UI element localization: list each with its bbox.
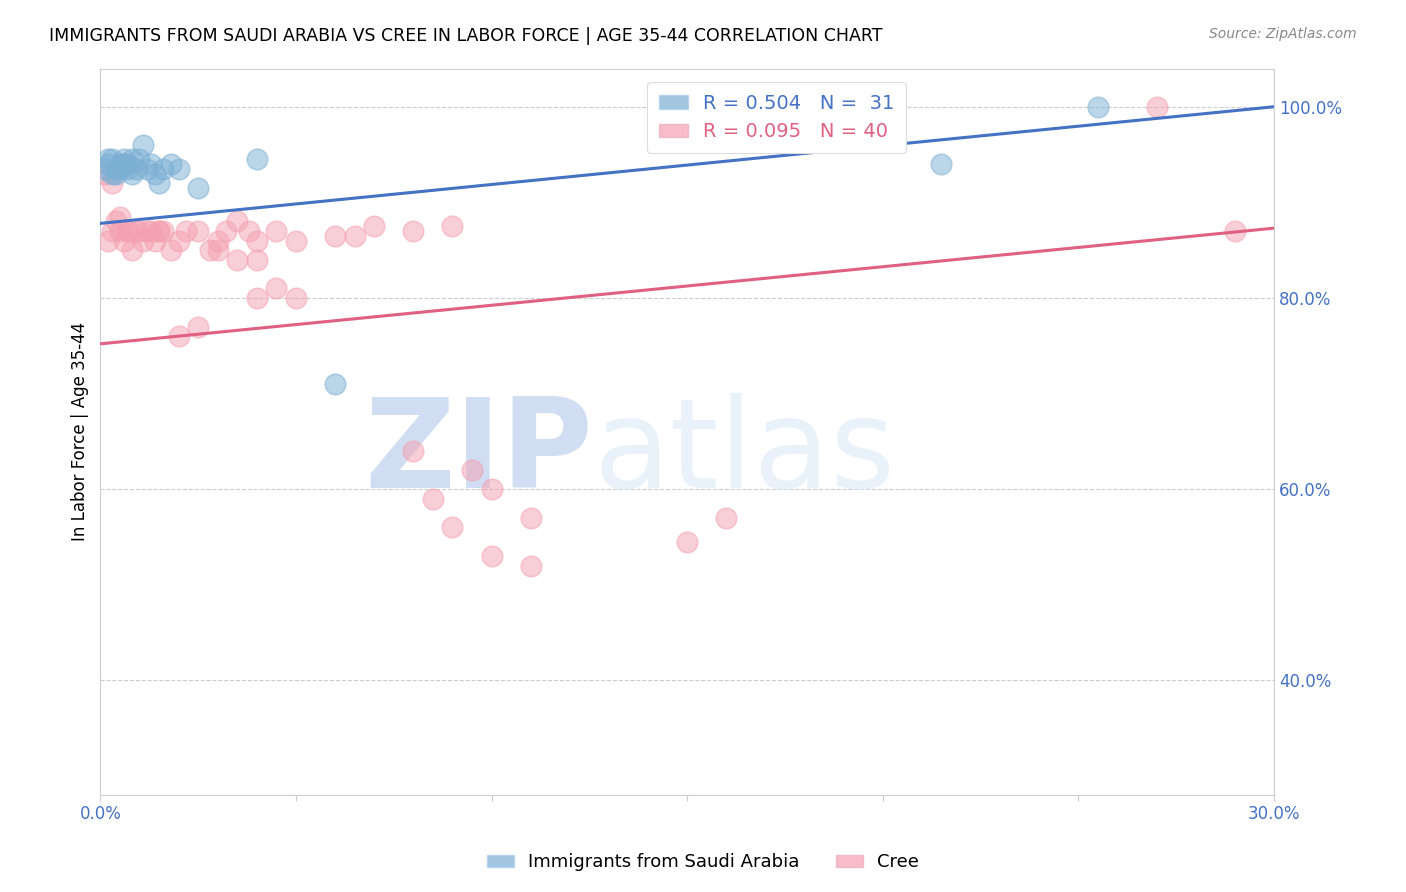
Point (323, 228, 346, 243)
Point (246, 153, 269, 167)
Point (198, 243, 221, 257)
Point (226, 214, 249, 228)
Point (101, 167, 124, 181)
Point (343, 228, 366, 243)
Point (402, 444, 425, 458)
Point (108, 210, 131, 224)
Point (176, 224, 198, 238)
Point (117, 161, 139, 176)
Point (931, 157, 953, 171)
Point (108, 224, 131, 238)
Point (422, 491, 444, 506)
Point (167, 161, 190, 176)
Legend: Immigrants from Saudi Arabia, Cree: Immigrants from Saudi Arabia, Cree (479, 847, 927, 879)
Point (441, 219, 464, 234)
Point (112, 153, 135, 167)
Point (266, 224, 288, 238)
Point (214, 224, 236, 238)
Point (141, 224, 163, 238)
Point (105, 161, 128, 176)
Point (136, 161, 159, 176)
Point (187, 181, 209, 195)
Point (246, 234, 269, 248)
Point (1087, 100, 1109, 114)
Point (187, 224, 209, 238)
Point (124, 224, 146, 238)
Text: IMMIGRANTS FROM SAUDI ARABIA VS CREE IN LABOR FORCE | AGE 35-44 CORRELATION CHAR: IMMIGRANTS FROM SAUDI ARABIA VS CREE IN … (49, 27, 883, 45)
Point (207, 243, 229, 257)
Point (101, 176, 124, 190)
Point (246, 252, 269, 267)
Point (121, 153, 143, 167)
Point (128, 224, 150, 238)
Point (141, 157, 163, 171)
Point (108, 157, 131, 171)
Point (676, 534, 699, 549)
Point (1223, 224, 1246, 238)
Point (148, 176, 170, 190)
Point (108, 161, 131, 176)
Point (187, 319, 209, 334)
Text: ZIP: ZIP (364, 393, 593, 514)
Point (112, 234, 135, 248)
Point (716, 511, 738, 525)
Point (105, 167, 128, 181)
Point (284, 291, 307, 305)
Point (132, 234, 155, 248)
Point (323, 376, 346, 391)
Point (481, 549, 503, 563)
Point (159, 243, 181, 257)
Point (97, 234, 120, 248)
Point (93, 167, 115, 181)
Point (167, 234, 190, 248)
Point (121, 243, 143, 257)
Point (207, 234, 229, 248)
Point (117, 224, 139, 238)
Point (402, 224, 425, 238)
Point (481, 482, 503, 496)
Point (124, 161, 146, 176)
Point (148, 224, 170, 238)
Y-axis label: In Labor Force | Age 35-44: In Labor Force | Age 35-44 (72, 322, 89, 541)
Point (519, 558, 541, 573)
Point (716, 100, 738, 114)
Text: atlas: atlas (593, 393, 896, 514)
Point (117, 224, 139, 238)
Point (152, 224, 174, 238)
Point (284, 234, 307, 248)
Point (143, 234, 166, 248)
Point (121, 167, 143, 181)
Point (105, 214, 128, 228)
Point (136, 224, 159, 238)
Point (167, 329, 190, 343)
Point (97, 157, 120, 171)
Point (117, 157, 139, 171)
Point (238, 224, 260, 238)
Point (461, 463, 484, 477)
Point (148, 224, 170, 238)
Point (112, 157, 135, 171)
Point (93, 161, 115, 176)
Point (97, 153, 120, 167)
Point (1146, 100, 1168, 114)
Point (246, 291, 269, 305)
Text: Source: ZipAtlas.com: Source: ZipAtlas.com (1209, 27, 1357, 41)
Point (159, 157, 181, 171)
Point (363, 219, 385, 234)
Point (441, 520, 464, 534)
Point (101, 224, 124, 238)
Legend: R = 0.504   N =  31, R = 0.095   N = 40: R = 0.504 N = 31, R = 0.095 N = 40 (647, 82, 907, 153)
Point (226, 252, 249, 267)
Point (128, 153, 150, 167)
Point (519, 511, 541, 525)
Point (143, 167, 166, 181)
Point (101, 153, 124, 167)
Point (132, 138, 155, 153)
Point (152, 161, 174, 176)
Point (266, 281, 288, 295)
